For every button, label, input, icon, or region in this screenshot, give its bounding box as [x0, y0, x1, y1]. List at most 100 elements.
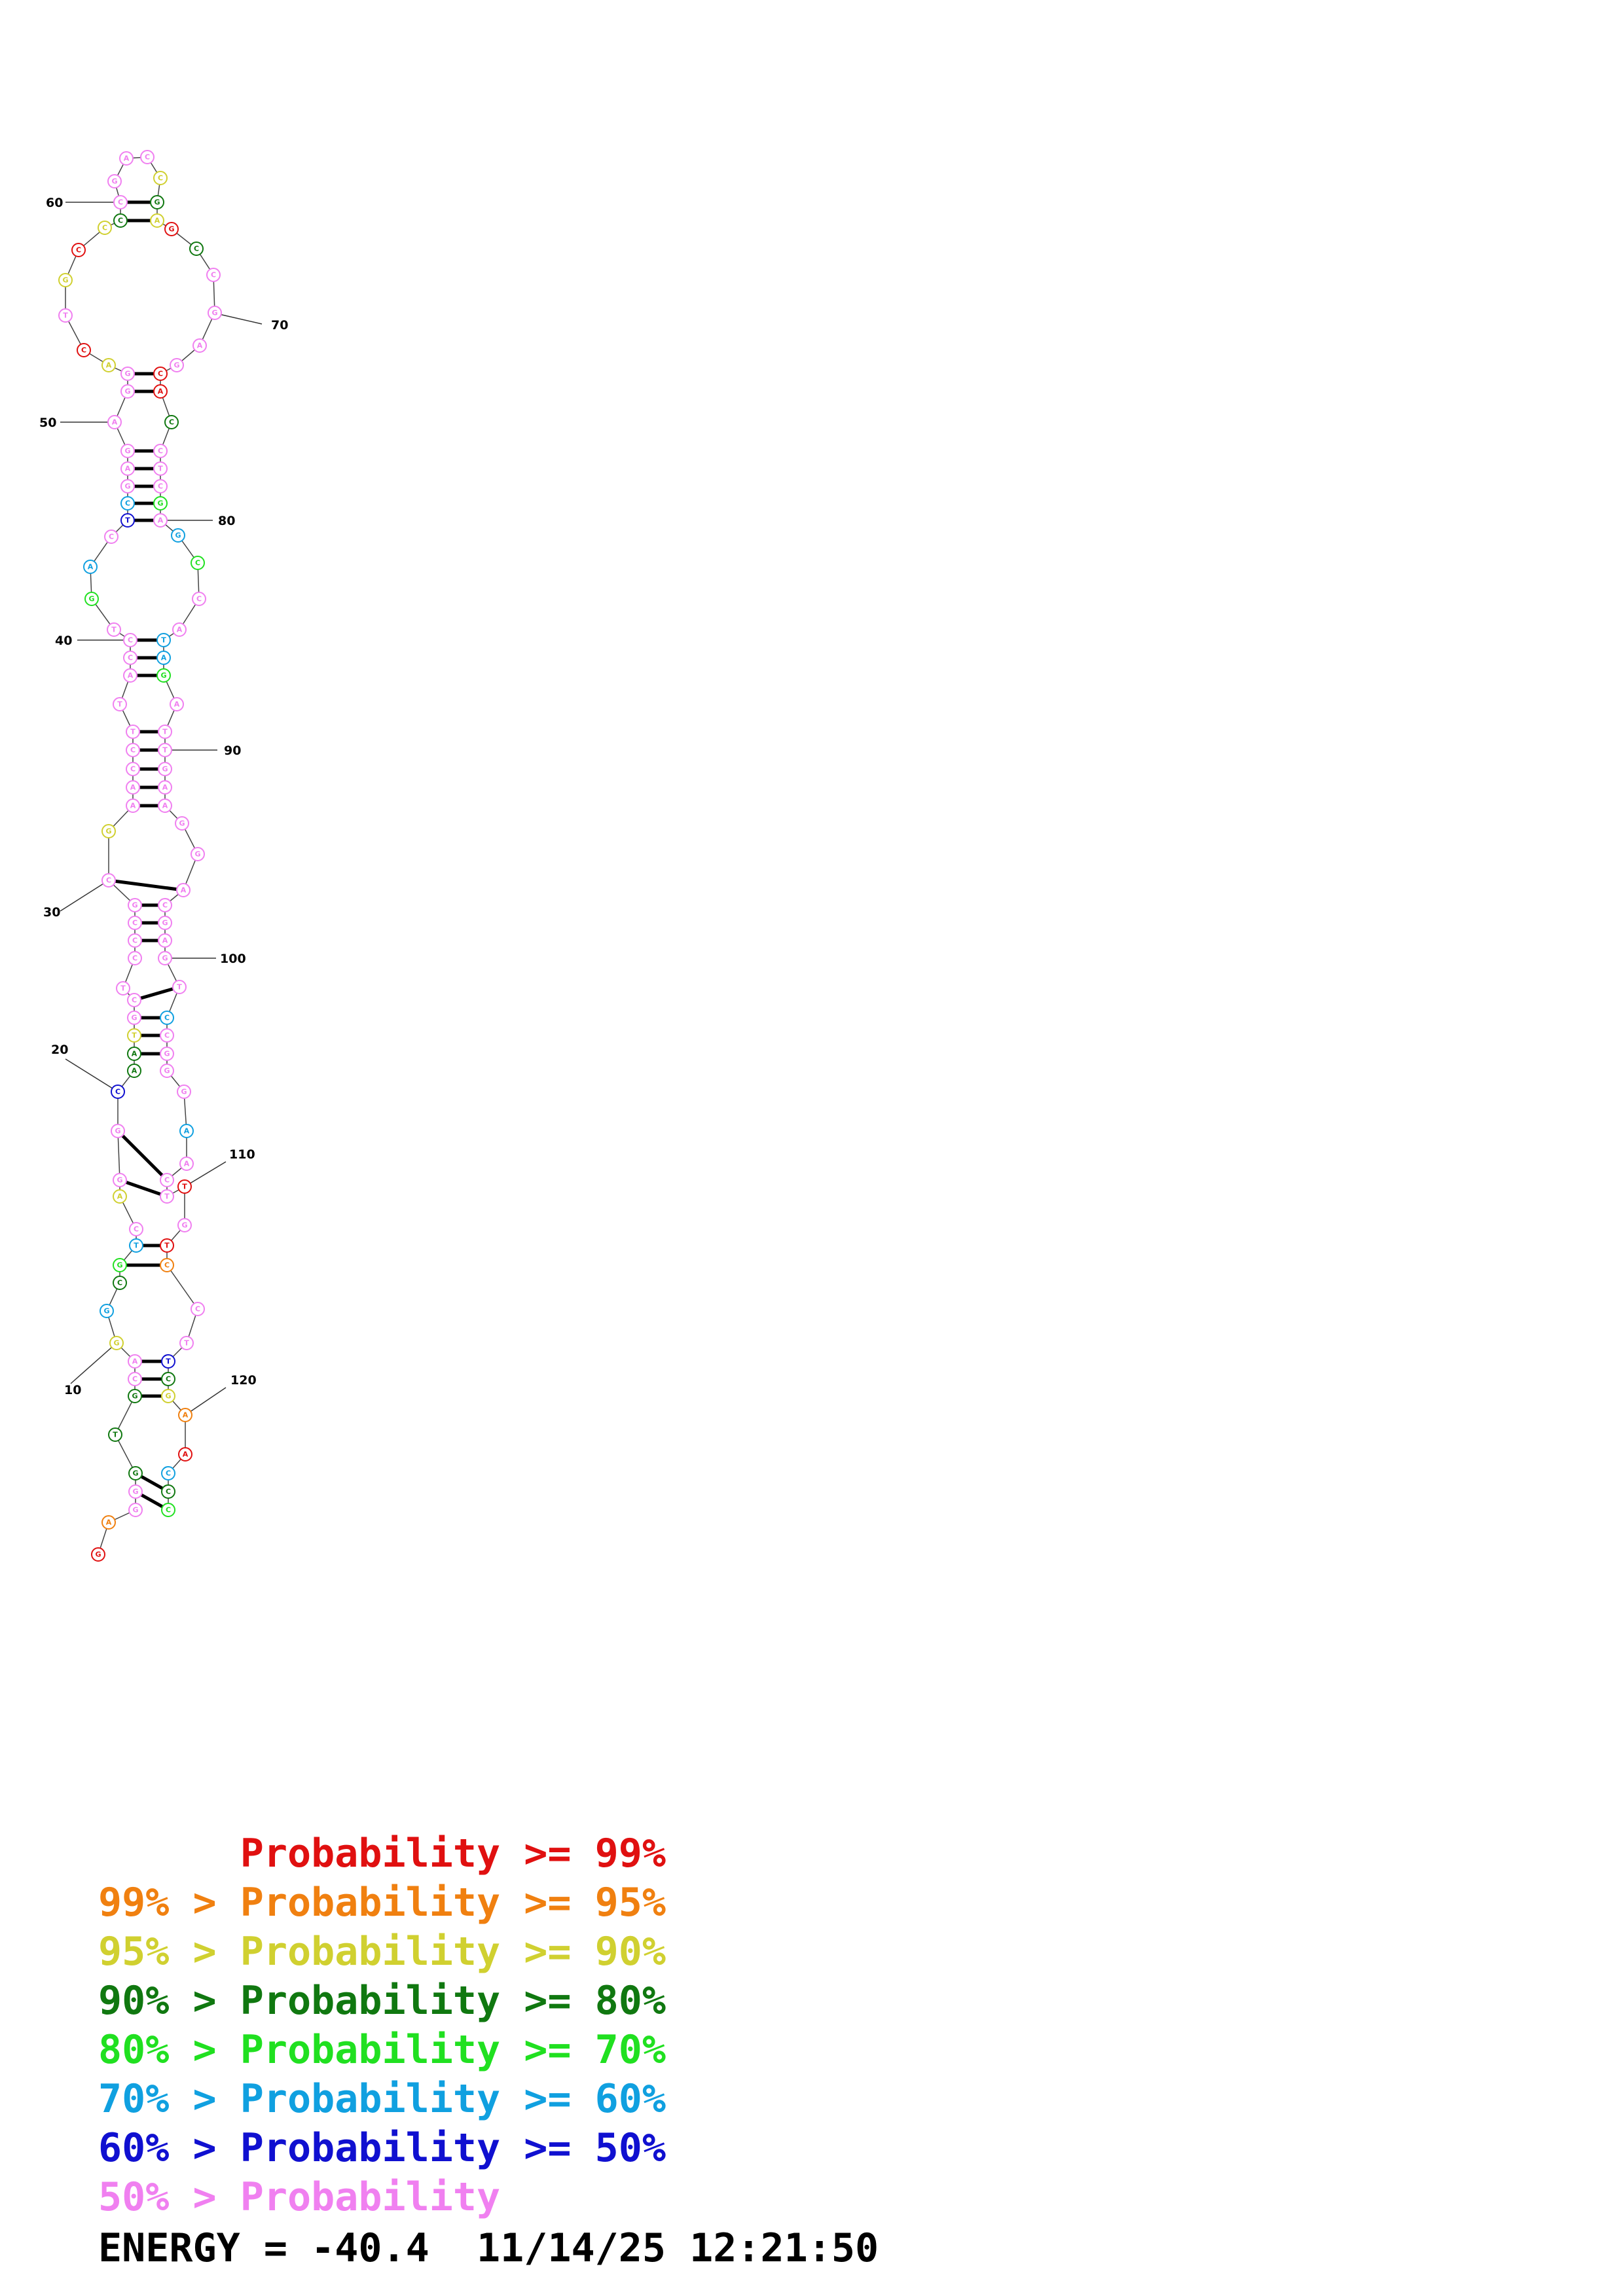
position-tick	[184, 1161, 227, 1187]
position-tick	[185, 1387, 227, 1416]
nucleotide: C	[164, 415, 179, 429]
nucleotide: C	[111, 1085, 125, 1099]
svg-text:C: C	[158, 370, 163, 378]
nucleotide: A	[127, 1064, 141, 1078]
nucleotide: G	[164, 222, 179, 236]
svg-text:C: C	[162, 901, 168, 910]
nucleotide: C	[127, 993, 141, 1007]
nucleotide: A	[120, 461, 135, 476]
svg-text:T: T	[184, 1339, 189, 1348]
nucleotide: C	[128, 1372, 142, 1386]
svg-text:A: A	[184, 1127, 190, 1136]
nucleotide: A	[119, 151, 134, 166]
svg-text:G: G	[160, 672, 166, 680]
svg-text:A: A	[106, 1518, 112, 1527]
svg-text:G: G	[181, 1088, 187, 1096]
nucleotide: G	[111, 1124, 125, 1138]
svg-text:G: G	[179, 819, 185, 828]
nucleotide: G	[127, 1011, 141, 1025]
nucleotide: G	[120, 367, 135, 381]
svg-text:G: G	[124, 482, 130, 491]
nucleotide: G	[84, 592, 99, 606]
nucleotide: A	[126, 780, 140, 795]
position-label: 60	[46, 196, 63, 210]
position-label: 30	[43, 905, 60, 920]
svg-text:A: A	[128, 672, 134, 680]
svg-text:C: C	[132, 919, 137, 927]
position-label: 10	[64, 1383, 81, 1397]
svg-text:C: C	[76, 246, 81, 255]
nucleotide: G	[158, 762, 172, 776]
svg-text:A: A	[162, 783, 168, 792]
svg-text:T: T	[117, 700, 122, 709]
nucleotide: C	[191, 1302, 205, 1316]
svg-text:A: A	[162, 937, 168, 945]
svg-text:G: G	[164, 1050, 170, 1058]
nucleotide: G	[156, 668, 171, 683]
nucleotide: G	[128, 1484, 143, 1499]
svg-text:T: T	[162, 746, 168, 755]
nucleotide: C	[126, 762, 140, 776]
nucleotide: A	[127, 1047, 141, 1061]
svg-text:T: T	[182, 1183, 187, 1191]
svg-text:G: G	[162, 919, 168, 927]
nucleotide: C	[153, 171, 168, 185]
nucleotide: C	[129, 1222, 143, 1236]
nucleotide: C	[161, 1466, 175, 1480]
nucleotide: T	[113, 697, 127, 711]
svg-text:A: A	[183, 1411, 189, 1420]
legend-entry: 99% > Probability >= 95%	[98, 1880, 666, 1926]
svg-text:G: G	[103, 1307, 109, 1316]
base-pair-bond	[117, 1130, 168, 1181]
svg-text:G: G	[181, 1221, 187, 1230]
svg-text:A: A	[125, 465, 131, 473]
svg-text:A: A	[184, 1160, 190, 1168]
position-label: 40	[55, 634, 72, 648]
svg-text:C: C	[195, 559, 200, 567]
nucleotide: A	[179, 1157, 194, 1171]
nucleotide: C	[192, 592, 206, 606]
svg-text:G: G	[95, 1551, 101, 1559]
svg-text:T: T	[125, 516, 130, 525]
nucleotide: A	[192, 338, 207, 353]
svg-text:C: C	[166, 1469, 171, 1478]
svg-text:A: A	[158, 516, 164, 525]
svg-text:G: G	[124, 370, 130, 378]
nucleotide: C	[161, 1503, 175, 1517]
energy-footer: ENERGY = -40.4 11/14/25 12:21:50	[98, 2225, 879, 2271]
nucleotide: G	[208, 306, 222, 320]
nucleotide: G	[120, 444, 135, 458]
svg-text:G: G	[132, 901, 137, 910]
svg-text:T: T	[161, 636, 166, 645]
position-label: 70	[271, 318, 288, 332]
svg-text:A: A	[183, 1450, 189, 1459]
nucleotide: G	[175, 816, 189, 831]
svg-text:G: G	[162, 954, 168, 963]
nucleotide: G	[150, 195, 164, 209]
svg-text:C: C	[130, 765, 136, 774]
position-label: 50	[39, 416, 56, 430]
nucleotide: G	[170, 358, 184, 372]
nucleotide: T	[107, 622, 121, 637]
svg-text:C: C	[109, 533, 114, 541]
nucleotide: T	[126, 725, 140, 739]
svg-text:C: C	[115, 1088, 120, 1096]
nucleotide: A	[113, 1189, 127, 1204]
svg-text:C: C	[158, 482, 163, 491]
svg-text:G: G	[124, 387, 130, 396]
nucleotide: C	[128, 933, 142, 948]
svg-text:G: G	[117, 1176, 122, 1185]
probability-legend: Probability >= 99% 99% > Probability >= 9…	[98, 1829, 666, 2222]
svg-text:T: T	[177, 983, 182, 992]
nucleotide: A	[153, 384, 168, 399]
nucleotide: G	[100, 1304, 114, 1318]
svg-text:C: C	[195, 1305, 200, 1314]
legend-entry: Probability >= 99%	[98, 1831, 666, 1876]
nucleotide: C	[104, 529, 119, 544]
nucleotide: G	[120, 384, 135, 399]
svg-text:T: T	[120, 984, 126, 993]
nucleotide: G	[128, 1503, 143, 1517]
position-label: 110	[229, 1147, 255, 1162]
svg-text:T: T	[162, 728, 168, 736]
nucleotide: G	[158, 916, 172, 930]
